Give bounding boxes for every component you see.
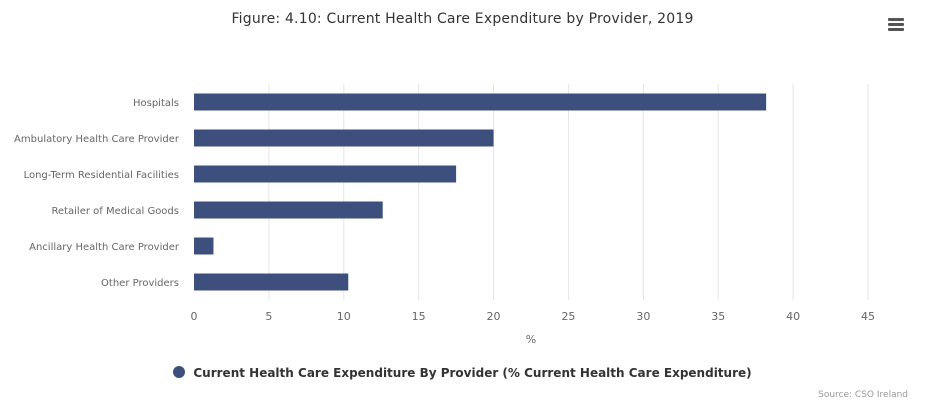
legend-label: Current Health Care Expenditure By Provi… [193,366,752,380]
legend-item[interactable]: Current Health Care Expenditure By Provi… [0,366,925,380]
x-tick-label: 20 [487,310,501,323]
x-tick-label: 30 [636,310,650,323]
bar[interactable] [194,93,767,111]
x-tick-labels: 0 5 10 15 20 25 30 35 40 45 [191,310,876,323]
category-label: Long-Term Residential Facilities [24,170,179,181]
legend-marker-icon [173,366,186,378]
category-label: Other Providers [101,278,179,289]
x-tick-label: 5 [265,310,272,323]
bar[interactable] [194,273,349,291]
category-label: Ancillary Health Care Provider [29,242,180,253]
bar[interactable] [194,201,383,219]
x-tick-label: 15 [412,310,426,323]
source-credit: Source: CSO Ireland [818,390,908,400]
x-tick-label: 45 [861,310,875,323]
category-labels: Hospitals Ambulatory Health Care Provider… [14,98,180,289]
x-axis-label: % [526,333,536,346]
chart-title: Figure: 4.10: Current Health Care Expend… [231,11,694,27]
x-tick-label: 0 [191,310,198,323]
x-tick-label: 10 [337,310,351,323]
category-label: Retailer of Medical Goods [51,206,179,217]
gridlines [268,84,869,300]
bar[interactable] [194,237,214,255]
x-tick-label: 40 [786,310,800,323]
bar[interactable] [194,129,494,147]
hamburger-menu-icon[interactable] [886,16,906,34]
bars [194,93,767,291]
x-tick-label: 25 [561,310,575,323]
category-label: Hospitals [133,98,179,109]
category-label: Ambulatory Health Care Provider [14,134,180,145]
x-tick-label: 35 [711,310,725,323]
bar[interactable] [194,165,457,183]
